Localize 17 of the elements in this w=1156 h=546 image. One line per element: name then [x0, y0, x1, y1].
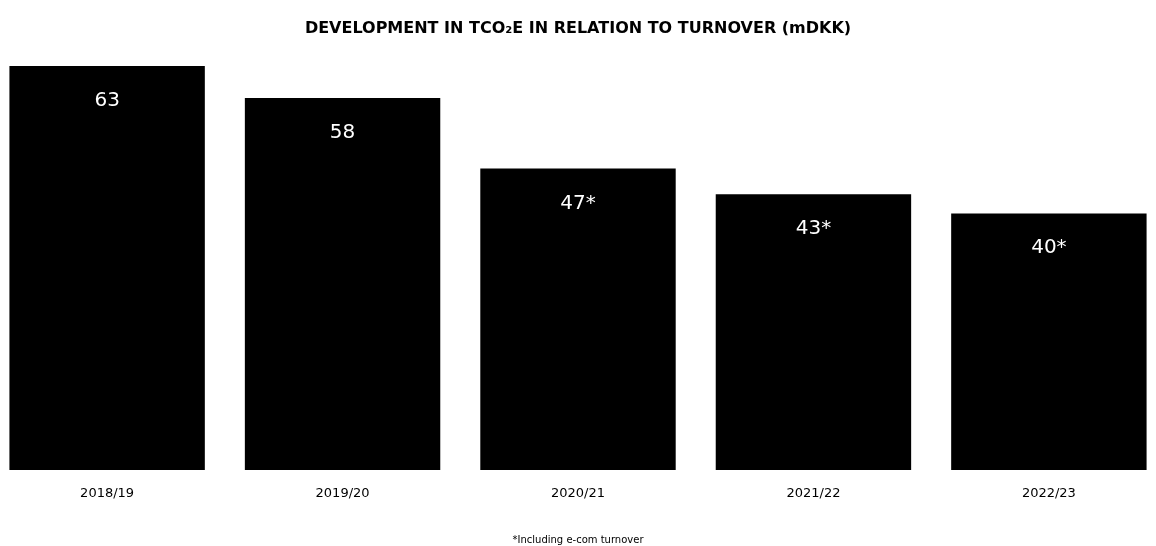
- x-tick-label: 2022/23: [1021, 484, 1076, 500]
- bar: [244, 98, 441, 470]
- bar: [715, 194, 912, 470]
- bar: [480, 168, 676, 470]
- bar: [951, 213, 1147, 470]
- data-label: 43*: [795, 215, 832, 240]
- x-tick-label: 2020/21: [550, 484, 606, 500]
- bar: [9, 66, 205, 470]
- data-label: 63: [94, 87, 120, 111]
- data-label: 40*: [1031, 234, 1067, 259]
- text: *Including e-com turnover: [512, 534, 645, 545]
- data-label: 58: [329, 119, 356, 144]
- data-label: 47*: [560, 189, 596, 214]
- chart-title: DEVELOPMENT IN TCO₂E IN RELATION TO TURNOVER (mDKK): [304, 18, 852, 37]
- x-tick-label: 2019/20: [315, 484, 370, 500]
- x-tick-label: 2018/19: [80, 484, 135, 500]
- x-tick-label: 2021/22: [786, 484, 841, 500]
